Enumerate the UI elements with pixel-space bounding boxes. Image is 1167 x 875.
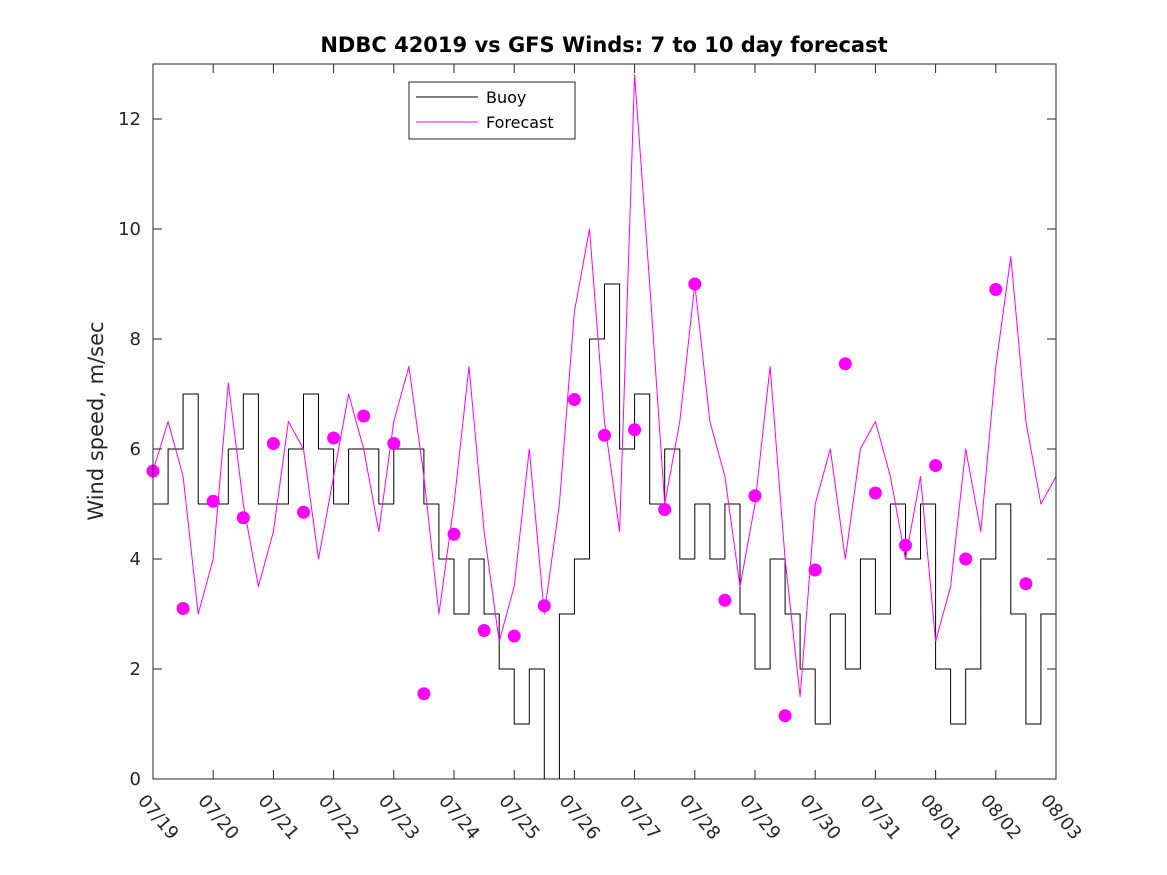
forecast-marker [236, 511, 250, 525]
y-tick-label: 10 [118, 219, 141, 240]
forecast-marker [959, 552, 973, 566]
forecast-marker [989, 283, 1003, 296]
forecast-marker [327, 431, 341, 445]
forecast-marker [688, 277, 702, 291]
forecast-marker [748, 489, 762, 503]
forecast-marker [808, 563, 822, 577]
y-axis-label: Wind speed, m/sec [84, 321, 108, 520]
legend: Buoy Forecast [408, 81, 576, 140]
y-tick-label: 12 [118, 109, 141, 130]
chart-title: NDBC 42019 vs GFS Winds: 7 to 10 day for… [320, 33, 887, 57]
forecast-marker [477, 624, 491, 637]
forecast-marker [297, 505, 310, 519]
forecast-marker [537, 599, 551, 613]
y-tick-label: 6 [130, 439, 141, 460]
forecast-marker [838, 357, 852, 371]
marker-layer [146, 277, 1033, 723]
series-line-buoy [153, 283, 1057, 780]
forecast-marker [447, 527, 461, 541]
legend-box [408, 81, 576, 140]
forecast-marker [628, 423, 642, 437]
forecast-marker [507, 629, 521, 643]
y-tick-label: 4 [130, 549, 141, 570]
forecast-marker [868, 486, 882, 500]
axes-box [152, 63, 1057, 780]
plot-area [146, 63, 1057, 780]
forecast-marker [417, 687, 431, 701]
forecast-marker [1019, 577, 1033, 591]
forecast-marker [899, 538, 912, 552]
forecast-marker [387, 437, 401, 450]
forecast-marker [718, 593, 732, 607]
y-tick-label: 0 [130, 769, 141, 790]
forecast-marker [929, 459, 943, 472]
y-tick-label: 8 [130, 329, 141, 350]
forecast-marker [567, 393, 581, 406]
forecast-marker [266, 437, 280, 450]
forecast-marker [176, 602, 190, 615]
series-layer [152, 74, 1057, 780]
y-tick-label: 2 [130, 659, 141, 680]
y-axis: 0 2 4 6 8 10 12 [118, 109, 1056, 790]
forecast-marker [598, 428, 611, 442]
legend-label-forecast: Forecast [486, 113, 554, 132]
forecast-marker [357, 409, 371, 423]
forecast-marker [778, 709, 792, 723]
forecast-marker [658, 503, 672, 516]
series-line-forecast [152, 74, 1057, 697]
legend-label-buoy: Buoy [486, 88, 526, 107]
forecast-marker [206, 494, 220, 508]
